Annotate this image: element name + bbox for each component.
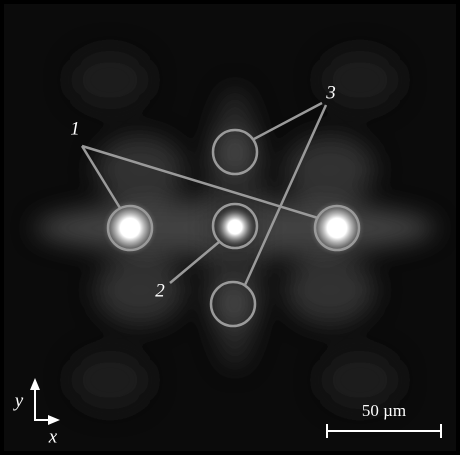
micrograph: 1 2 3 y x 50 µm <box>0 0 460 455</box>
axis-label: x <box>48 426 58 447</box>
scale-bar-label: 50 µm <box>362 401 406 420</box>
label: 3 <box>325 82 336 103</box>
axis-label: y <box>13 390 24 411</box>
label: 2 <box>155 280 165 301</box>
bright-spot <box>215 207 255 247</box>
label: 1 <box>70 118 80 139</box>
bright-spot <box>102 200 158 256</box>
bright-spot <box>309 200 365 256</box>
